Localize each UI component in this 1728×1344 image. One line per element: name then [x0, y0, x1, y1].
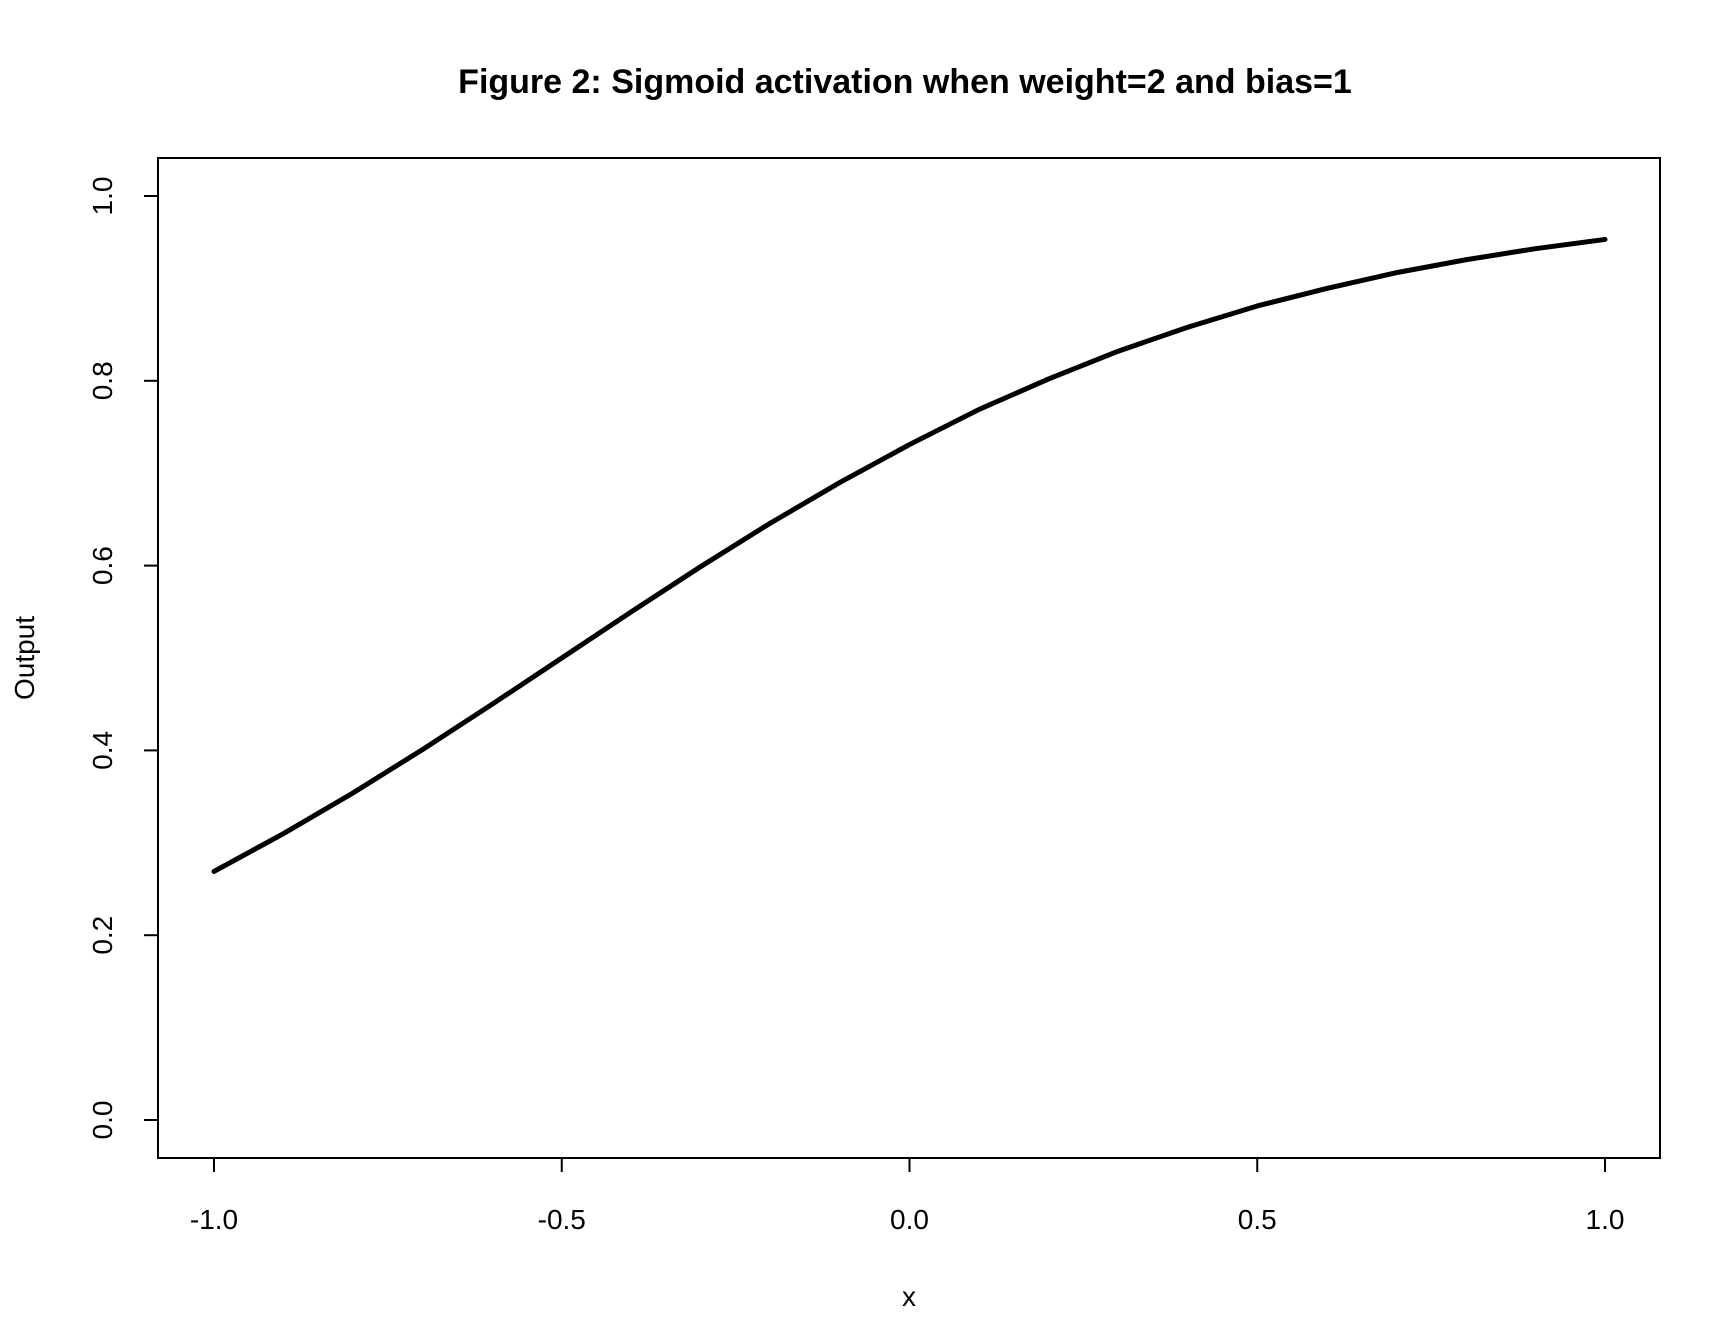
x-tick-label: 0.0: [890, 1204, 929, 1235]
series-layer: [211, 236, 1608, 874]
series-line: [211, 236, 1608, 874]
y-tick-label: 0.4: [87, 731, 118, 770]
y-axis: 0.0 0.2 0.4 0.6 0.8 1.0: [87, 177, 159, 1140]
x-axis-title: x: [902, 1281, 916, 1312]
y-tick-label: 0.2: [87, 916, 118, 955]
y-tick-label: 0.6: [87, 546, 118, 585]
x-axis: -1.0 -0.5 0.0 0.5 1.0: [190, 1157, 1625, 1235]
x-tick-label: 0.5: [1238, 1204, 1277, 1235]
x-tick-label: 1.0: [1586, 1204, 1625, 1235]
x-tick-label: -0.5: [538, 1204, 586, 1235]
plot-frame: [157, 157, 1661, 1159]
x-tick-label: -1.0: [190, 1204, 238, 1235]
y-tick-label: 0.8: [87, 361, 118, 400]
y-tick-label: 1.0: [87, 177, 118, 216]
y-tick-label: 0.0: [87, 1101, 118, 1140]
y-axis-title: Output: [9, 616, 40, 700]
chart-title: Figure 2: Sigmoid activation when weight…: [458, 63, 1352, 101]
